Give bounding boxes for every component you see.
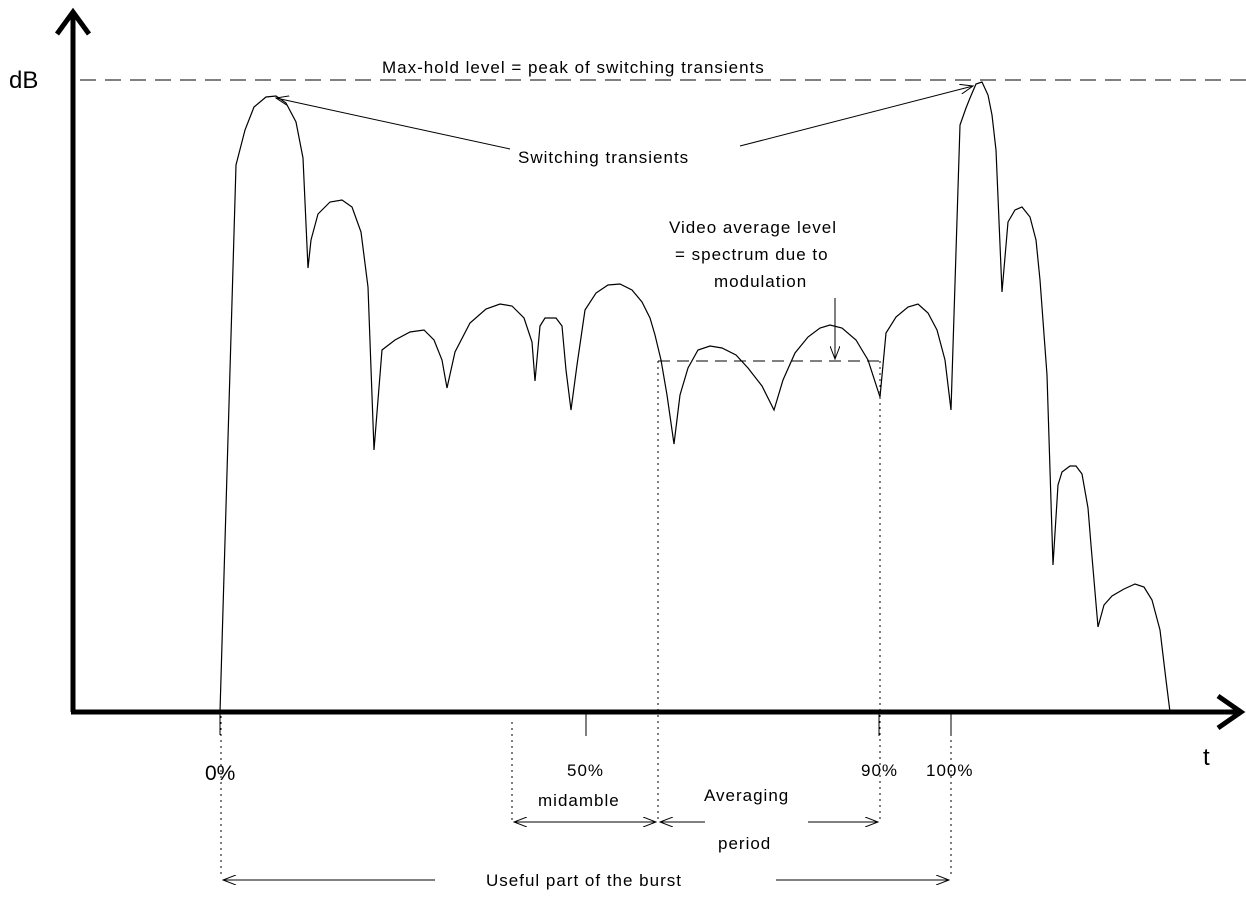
x-axis-label: t	[1203, 744, 1210, 771]
useful-part-label: Useful part of the burst	[486, 871, 682, 890]
transient-pointer-left	[276, 98, 511, 150]
averaging-label-2: period	[718, 834, 771, 853]
y-axis-arrowhead	[54, 7, 92, 36]
tick-label-90pct: 90%	[861, 761, 898, 780]
video-avg-label-2: = spectrum due to	[675, 245, 829, 264]
tick-label-50pct: 50%	[567, 761, 604, 780]
tick-label-100pct: 100%	[926, 761, 973, 780]
max-hold-label-bg	[378, 57, 856, 79]
video-avg-label-1: Video average level	[669, 218, 837, 237]
video-avg-label-3: modulation	[714, 272, 807, 291]
tick-label-0pct: 0%	[205, 762, 235, 785]
burst-spectrum-curve	[219, 81, 1171, 713]
axes	[54, 7, 1246, 731]
transient-pointer-right	[739, 86, 973, 147]
reference-lines	[220, 361, 952, 878]
transients-label: Switching transients	[518, 148, 689, 167]
y-axis-label: dB	[9, 67, 38, 94]
x-axis-arrowhead	[1216, 693, 1246, 731]
max-hold-label: Max-hold level = peak of switching trans…	[382, 58, 765, 77]
midamble-label: midamble	[538, 791, 620, 810]
averaging-label-1: Averaging	[704, 786, 789, 805]
